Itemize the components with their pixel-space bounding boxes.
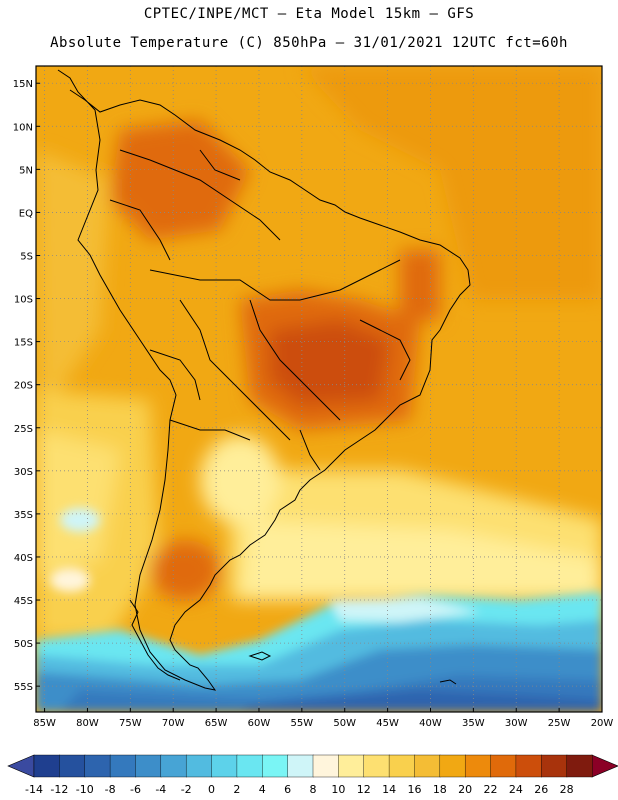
colorbar-swatch bbox=[363, 754, 390, 778]
colorbar-label: -10 bbox=[76, 783, 94, 796]
colorbar-label: 4 bbox=[259, 783, 266, 796]
colorbar-label: 14 bbox=[382, 783, 396, 796]
lon-label: 60W bbox=[248, 718, 271, 729]
colorbar-swatch bbox=[388, 754, 416, 778]
colorbar-label: 6 bbox=[284, 783, 291, 796]
temperature-field bbox=[36, 66, 602, 712]
lat-label: EQ bbox=[19, 208, 33, 219]
colorbar-label: -8 bbox=[105, 783, 116, 796]
colorbar-swatch bbox=[84, 754, 111, 778]
colorbar-label: 24 bbox=[509, 783, 523, 796]
colorbar-swatch bbox=[160, 754, 187, 778]
lat-label: 10S bbox=[14, 295, 33, 306]
colorbar-label: 8 bbox=[310, 783, 317, 796]
colorbar-swatch bbox=[490, 754, 517, 778]
lon-label: 70W bbox=[162, 718, 185, 729]
lon-label: 20W bbox=[591, 718, 614, 729]
colorbar-label: 26 bbox=[534, 783, 548, 796]
lat-label: 15S bbox=[14, 338, 33, 349]
colorbar-label: 16 bbox=[407, 783, 421, 796]
lon-label: 35W bbox=[462, 718, 485, 729]
map-frame bbox=[35, 65, 603, 713]
colorbar-swatch bbox=[236, 754, 263, 778]
lat-label: 45S bbox=[14, 596, 33, 607]
lat-label: 35S bbox=[14, 510, 33, 521]
colorbar-swatch bbox=[59, 754, 86, 778]
lon-label: 75W bbox=[119, 718, 142, 729]
field-title: Absolute Temperature (C) 850hPa – 31/01/… bbox=[50, 35, 568, 51]
colorbar-label: -12 bbox=[50, 783, 68, 796]
colorbar-label: 28 bbox=[560, 783, 574, 796]
colorbar: -14 -12 -10 -8 -6 -4 -2 0 2 4 6 8 10 12 14 16 18 20 22 24 26… bbox=[7, 754, 618, 796]
colorbar-swatch bbox=[135, 754, 162, 778]
lat-label: 40S bbox=[14, 553, 33, 564]
lon-label: 25W bbox=[548, 718, 571, 729]
colorbar-swatch bbox=[211, 754, 238, 778]
lon-label: 30W bbox=[505, 718, 528, 729]
model-title: CPTEC/INPE/MCT – Eta Model 15km – GFS bbox=[143, 6, 475, 22]
colorbar-swatch bbox=[464, 754, 492, 778]
colorbar-swatch bbox=[541, 754, 568, 778]
lon-label: 85W bbox=[33, 718, 56, 729]
colorbar-swatch bbox=[33, 754, 61, 778]
lat-label: 50S bbox=[14, 639, 33, 650]
lat-label: 25S bbox=[14, 424, 33, 435]
lat-label: 10N bbox=[13, 122, 33, 133]
colorbar-swatch bbox=[338, 754, 365, 778]
colorbar-label: -4 bbox=[155, 783, 166, 796]
colorbar-label: -6 bbox=[130, 783, 141, 796]
colorbar-label: 0 bbox=[208, 783, 215, 796]
lat-label: 20S bbox=[14, 381, 33, 392]
lon-label: 55W bbox=[291, 718, 314, 729]
colorbar-low-arrow bbox=[7, 754, 35, 778]
lat-label: 15N bbox=[13, 79, 33, 90]
coastline bbox=[57, 69, 471, 691]
colorbar-swatch bbox=[515, 754, 542, 778]
colorbar-label: -2 bbox=[181, 783, 192, 796]
colorbar-label: 20 bbox=[458, 783, 472, 796]
colorbar-label: 12 bbox=[357, 783, 371, 796]
lat-label: 30S bbox=[14, 467, 33, 478]
colorbar-label: 18 bbox=[433, 783, 447, 796]
colorbar-swatch bbox=[439, 754, 466, 778]
lat-label: 5N bbox=[19, 165, 33, 176]
lon-label: 65W bbox=[205, 718, 228, 729]
colorbar-swatch bbox=[566, 754, 593, 778]
colorbar-swatch bbox=[287, 754, 314, 778]
lat-label: 5S bbox=[20, 251, 33, 262]
colorbar-swatch bbox=[109, 754, 137, 778]
lon-label: 80W bbox=[76, 718, 99, 729]
colorbar-label: -14 bbox=[25, 783, 43, 796]
colorbar-label: 10 bbox=[331, 783, 345, 796]
colorbar-swatch bbox=[414, 754, 441, 778]
colorbar-swatch bbox=[312, 754, 340, 778]
lon-label: 45W bbox=[376, 718, 399, 729]
colorbar-swatch bbox=[185, 754, 213, 778]
colorbar-label: 22 bbox=[484, 783, 498, 796]
colorbar-high-arrow bbox=[591, 754, 618, 778]
colorbar-label: 2 bbox=[233, 783, 240, 796]
lon-label: 50W bbox=[333, 718, 356, 729]
colorbar-swatch bbox=[262, 754, 289, 778]
lon-label: 40W bbox=[419, 718, 442, 729]
lat-label: 55S bbox=[14, 682, 33, 693]
